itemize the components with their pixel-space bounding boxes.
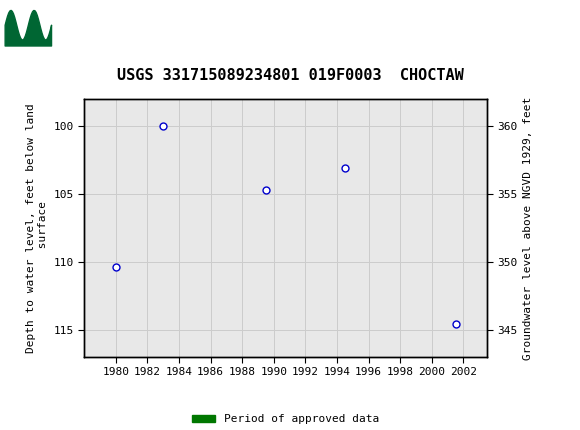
Text: USGS: USGS <box>58 16 113 34</box>
Text: USGS 331715089234801 019F0003  CHOCTAW: USGS 331715089234801 019F0003 CHOCTAW <box>117 68 463 83</box>
Legend: Period of approved data: Period of approved data <box>188 410 383 429</box>
Y-axis label: Depth to water level, feet below land
 surface: Depth to water level, feet below land su… <box>26 103 48 353</box>
Y-axis label: Groundwater level above NGVD 1929, feet: Groundwater level above NGVD 1929, feet <box>523 96 534 359</box>
Bar <box>3 4 52 46</box>
